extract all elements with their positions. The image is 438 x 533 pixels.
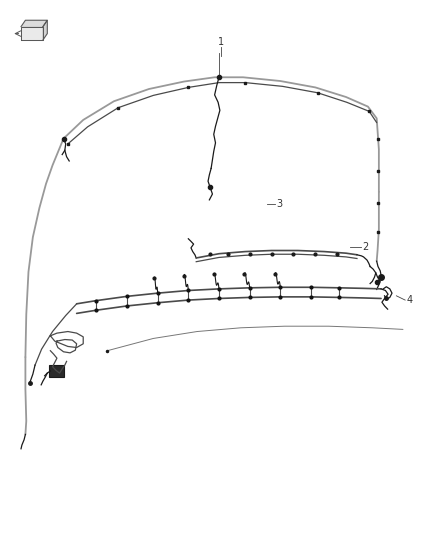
Polygon shape xyxy=(21,20,47,27)
Text: 1: 1 xyxy=(218,37,224,46)
Polygon shape xyxy=(43,20,47,40)
Text: 3: 3 xyxy=(276,199,283,208)
Text: 4: 4 xyxy=(406,295,413,305)
Polygon shape xyxy=(21,27,43,40)
FancyBboxPatch shape xyxy=(49,365,64,377)
Text: 2: 2 xyxy=(363,242,369,252)
